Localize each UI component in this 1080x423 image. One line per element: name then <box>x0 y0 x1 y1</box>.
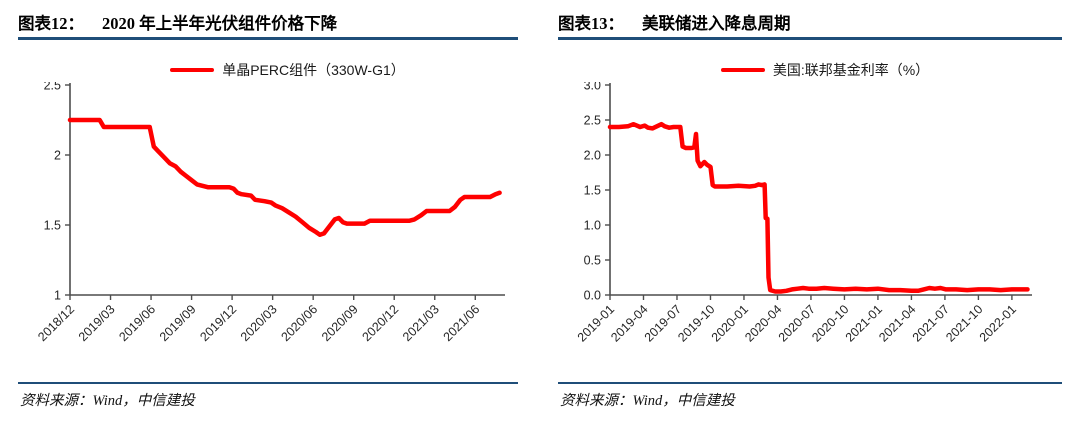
y-tick-label: 1.5 <box>584 184 601 198</box>
pv-module-price-chart: 1 1.5 2 2.5 2018/122019/032019/062019/092019… <box>35 82 505 344</box>
y-tick-label: 1 <box>54 289 61 303</box>
x-tick-label: 2020/06 <box>278 302 320 344</box>
figure-header: 图表12： 2020 年上半年光伏组件价格下降 <box>18 10 518 36</box>
x-tick-label: 2020/12 <box>359 302 401 344</box>
x-tick-label: 2019/09 <box>157 302 199 344</box>
legend-label: 单晶PERC组件（330W-G1） <box>222 62 405 78</box>
x-tick-label: 2018/12 <box>35 302 77 344</box>
figure-panel-pv-module-price: 图表12： 2020 年上半年光伏组件价格下降 单晶PERC组件（330W-G1… <box>18 10 518 415</box>
source-note: 资料来源：Wind，中信建投 <box>20 393 195 409</box>
x-tick-label: 2021/03 <box>400 302 442 344</box>
y-tick-label: 2.5 <box>584 114 601 128</box>
header-divider <box>558 37 1062 40</box>
y-tick-label: 0.0 <box>584 289 601 303</box>
fed-funds-rate-chart: 0.00.51.01.52.02.53.02019-012019-042019-… <box>575 82 1032 345</box>
x-tick-label: 2019/06 <box>116 302 158 344</box>
footer-divider <box>558 382 1062 384</box>
y-tick-label: 2 <box>54 149 61 163</box>
figure-title: 2020 年上半年光伏组件价格下降 <box>102 14 338 33</box>
y-tick-label: 2.5 <box>44 82 61 93</box>
x-tick-label: 2020/09 <box>319 302 361 344</box>
x-tick-label: 2022-01 <box>977 302 1019 344</box>
y-tick-label: 0.5 <box>584 254 601 268</box>
x-tick-label: 2021/06 <box>441 302 483 344</box>
source-note: 资料来源：Wind，中信建投 <box>560 393 735 409</box>
x-tick-label: 2020/03 <box>238 302 280 344</box>
series-line <box>67 117 502 238</box>
footer-divider <box>18 382 518 384</box>
y-tick-label: 3.0 <box>584 82 601 93</box>
x-tick-label: 2019/12 <box>197 302 239 344</box>
figure-number-label: 图表13： <box>558 14 624 33</box>
legend-line-swatch <box>720 67 765 73</box>
legend-line-swatch <box>170 67 215 73</box>
x-tick-label: 2019/03 <box>76 302 118 344</box>
chart-legend: 美国:联邦基金利率（%） <box>610 60 1040 80</box>
legend-label: 美国:联邦基金利率（%） <box>772 62 930 78</box>
figure-header: 图表13： 美联储进入降息周期 <box>558 10 1062 36</box>
y-tick-label: 2.0 <box>584 149 601 163</box>
chart-legend: 单晶PERC组件（330W-G1） <box>70 60 505 80</box>
y-tick-label: 1.5 <box>44 219 61 233</box>
figure-panel-fed-funds-rate: 图表13： 美联储进入降息周期 美国:联邦基金利率（%） 0.0 0.5 1.0 1.… <box>558 10 1062 415</box>
header-divider <box>18 37 518 40</box>
figure-number-label: 图表12： <box>18 14 84 33</box>
y-tick-label: 1.0 <box>584 219 601 233</box>
series-line <box>607 121 1030 294</box>
figure-title: 美联储进入降息周期 <box>642 14 791 33</box>
